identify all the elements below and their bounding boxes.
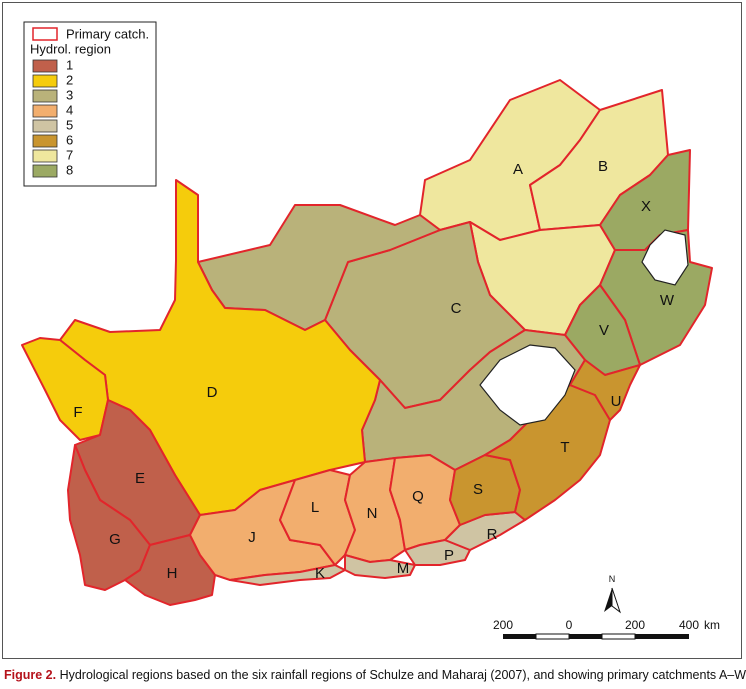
hydrological-regions-map: A B C D E F G H J K L M N P Q R S T U V W X Primary catch. Hy… [21,21,720,640]
caption-prefix: Figure 2. [4,668,57,682]
catchment-label-F: F [73,404,82,421]
catchment-label-B: B [598,158,608,175]
scale-seg-2 [535,633,570,640]
scale-label-3: 200 [625,618,645,632]
catchment-label-E: E [135,470,145,487]
scale-seg-5 [635,634,689,639]
catchment-label-R: R [487,526,498,543]
legend-label-2: 2 [66,72,73,87]
legend-catchment-label: Primary catch. [66,26,149,41]
legend-label-1: 1 [66,57,73,72]
legend-swatch-3 [32,89,58,103]
lesotho-outline [479,344,576,426]
catchment-label-N: N [367,505,378,522]
scale-seg-3 [569,634,602,639]
scale-unit: km [704,618,720,632]
catchment-label-D: D [207,384,218,401]
catchment-label-S: S [473,481,483,498]
scale-label-1: 200 [493,618,513,632]
catchment-M[interactable] [344,554,416,579]
legend-label-8: 8 [66,162,73,177]
legend-swatch-2 [32,74,58,88]
catchment-label-P: P [444,547,454,564]
eswatini-outline [641,229,689,286]
catchment-label-V: V [599,322,609,339]
scale-label-4: 400 [679,618,699,632]
scale-seg-1 [503,634,536,639]
catchment-label-T: T [560,439,569,456]
catchment-label-X: X [641,198,651,215]
legend-title: Hydrol. region [30,41,111,56]
map-frame [2,2,742,659]
legend-label-4: 4 [66,102,73,117]
catchment-P[interactable] [404,539,471,566]
catchment-labels: A B C D E F G H J K L M N P Q R S T U V W X [73,158,675,582]
scale-bar: 200 0 200 400 km [493,618,720,640]
north-arrow-left-icon [604,588,612,612]
catchment-label-W: W [660,292,675,309]
catchment-label-U: U [611,393,622,410]
figure-caption: Figure 2. Hydrological regions based on … [4,668,746,682]
legend-label-7: 7 [66,147,73,162]
legend-label-5: 5 [66,117,73,132]
legend-label-6: 6 [66,132,73,147]
catchment-label-A: A [513,161,523,178]
north-arrow-label: N [609,574,616,584]
catchment-label-Q: Q [412,488,424,505]
catchment-label-K: K [315,565,325,582]
catchment-label-M: M [397,560,410,577]
catchment-label-G: G [109,531,121,548]
catchment-label-H: H [167,565,178,582]
catchment-label-J: J [248,529,256,546]
scale-seg-4 [601,633,636,640]
legend-swatch-6 [32,134,58,148]
catchment-U[interactable] [569,359,641,421]
legend-swatch-8 [32,164,58,178]
legend-catchment-swatch [32,27,58,41]
catchment-label-C: C [451,300,462,317]
legend-swatch-4 [32,104,58,118]
caption-text: Hydrological regions based on the six ra… [56,668,746,682]
north-arrow: N [604,574,621,614]
catchment-label-L: L [311,499,319,516]
scale-label-2: 0 [566,618,573,632]
north-arrow-right-icon [611,587,621,614]
legend-swatch-5 [32,119,58,133]
legend-swatch-1 [32,59,58,73]
legend-label-3: 3 [66,87,73,102]
legend-swatch-7 [32,149,58,163]
